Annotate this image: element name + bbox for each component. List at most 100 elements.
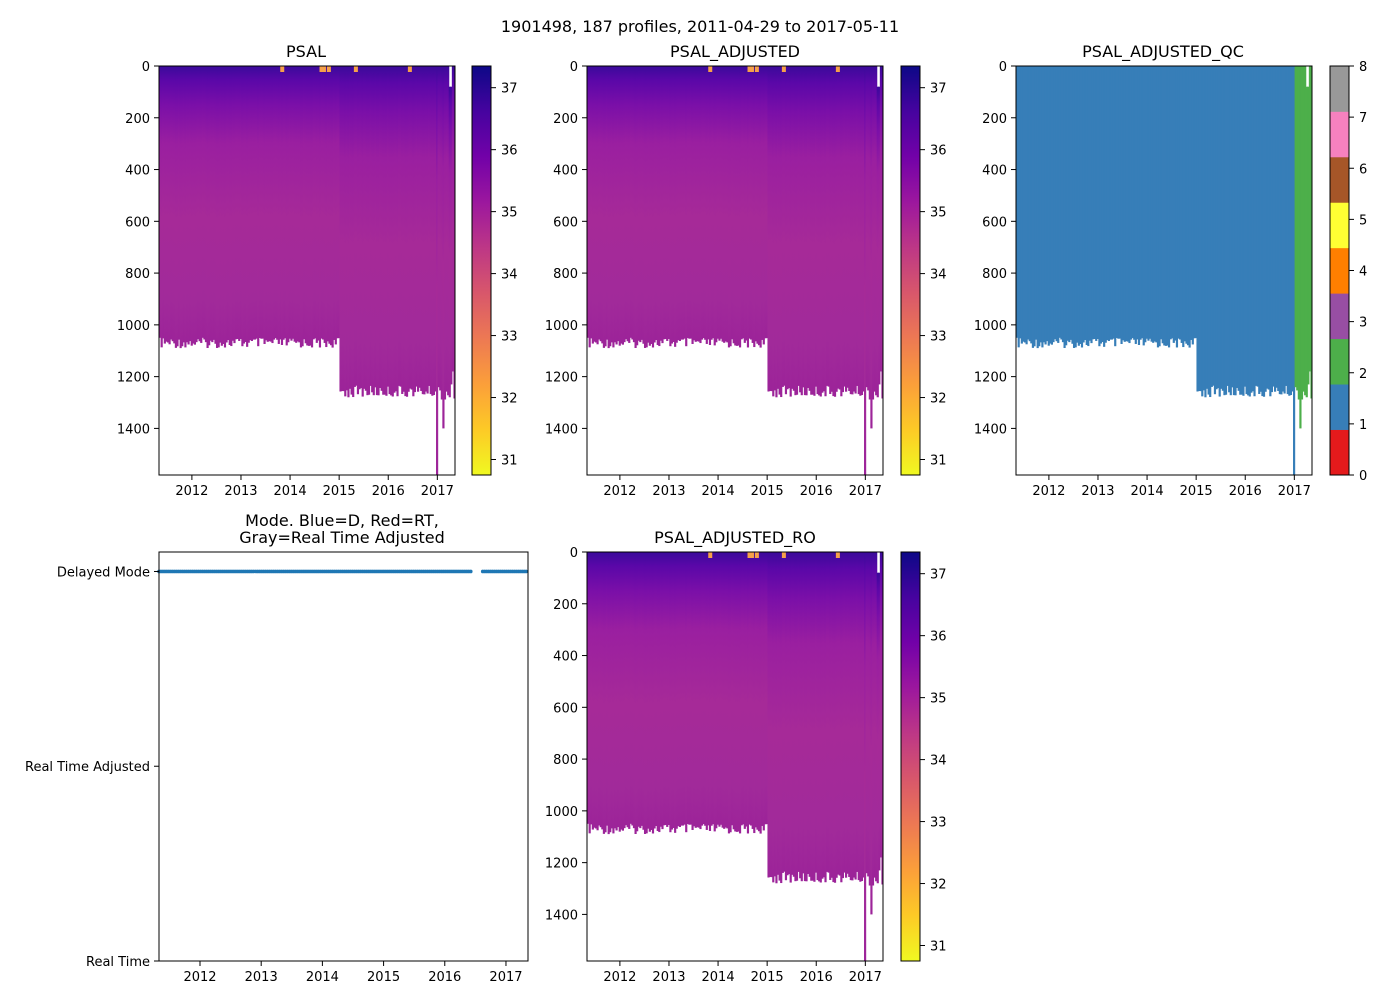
y-tick-label: 1400 bbox=[117, 422, 150, 437]
profile-column bbox=[751, 552, 754, 829]
profile-column bbox=[236, 66, 239, 339]
profile-column bbox=[631, 552, 634, 826]
y-tick-label: 1000 bbox=[545, 319, 578, 334]
profile-column bbox=[822, 66, 826, 392]
profile-column bbox=[393, 66, 396, 393]
profile-column bbox=[1255, 66, 1258, 386]
x-tick-label: 2013 bbox=[245, 970, 278, 985]
profile-column bbox=[1057, 66, 1060, 343]
profile-column bbox=[431, 66, 434, 396]
axes-frame bbox=[158, 65, 456, 476]
profile-column bbox=[881, 552, 883, 885]
profile-column bbox=[672, 552, 675, 828]
profile-column bbox=[773, 552, 776, 877]
profile-column bbox=[664, 552, 667, 825]
surface-patch bbox=[708, 552, 713, 558]
profile-column bbox=[587, 66, 590, 338]
profile-column bbox=[432, 66, 436, 396]
profile-column bbox=[222, 66, 225, 344]
profile-column bbox=[1286, 66, 1289, 395]
profile-column bbox=[612, 552, 615, 834]
profile-column bbox=[708, 66, 712, 345]
profile-column bbox=[288, 66, 291, 339]
profile-column bbox=[1242, 66, 1245, 396]
x-tick-label: 2013 bbox=[652, 484, 685, 499]
profile-column bbox=[810, 552, 813, 881]
profile-column bbox=[328, 66, 331, 344]
profile-column bbox=[1095, 66, 1098, 341]
profile-column bbox=[1126, 66, 1129, 342]
profile-column bbox=[807, 552, 810, 874]
profile-column bbox=[830, 552, 833, 878]
profile-column bbox=[807, 66, 810, 388]
profile-column bbox=[824, 66, 827, 397]
profile-column bbox=[757, 66, 761, 346]
profile-column bbox=[704, 552, 707, 826]
colorbar-tick-label: 4 bbox=[1359, 265, 1367, 280]
profile-column bbox=[811, 66, 814, 395]
psal-adjusted-qc-colorbar: 0 1 2 3 4 5 6 7 8 bbox=[1329, 60, 1367, 484]
psal-adjusted-qc-panel: PSAL_ADJUSTED_QC 2012 2013 2014 2015 2016 201… bbox=[974, 42, 1367, 499]
x-tick-label: 2012 bbox=[175, 484, 208, 499]
surface-patch bbox=[407, 66, 412, 72]
profile-column bbox=[291, 66, 295, 339]
profile-column bbox=[1289, 66, 1293, 396]
y-tick-label: 800 bbox=[553, 753, 578, 768]
profile-column bbox=[835, 66, 838, 392]
profile-column bbox=[442, 66, 445, 429]
colorbar-tick-label: 2 bbox=[1359, 367, 1367, 382]
profile-column bbox=[260, 66, 263, 339]
x-tick-label: 2012 bbox=[1032, 484, 1065, 499]
x-tick-label: 2012 bbox=[603, 484, 636, 499]
profile-column bbox=[190, 66, 193, 346]
profile-column bbox=[1114, 66, 1117, 347]
profile-column bbox=[1046, 66, 1049, 342]
profile-column bbox=[634, 552, 637, 834]
profile-column bbox=[615, 552, 618, 831]
profile-column bbox=[718, 552, 721, 827]
profile-column bbox=[1106, 66, 1109, 341]
profile-column bbox=[1237, 66, 1240, 391]
profile-column bbox=[713, 66, 716, 346]
profile-column bbox=[1039, 66, 1042, 343]
profile-column bbox=[778, 66, 781, 395]
profile-column bbox=[252, 66, 255, 340]
profile-column bbox=[415, 66, 418, 387]
profile-column bbox=[857, 552, 860, 881]
profile-column bbox=[689, 66, 693, 339]
psal-plot-area: 2012 2013 2014 2015 2016 2017 0 200 400 600 800 100… bbox=[117, 60, 456, 499]
profile-column bbox=[642, 66, 645, 344]
profile-column bbox=[282, 66, 285, 340]
profile-column bbox=[280, 66, 284, 345]
profile-column bbox=[187, 66, 190, 345]
profile-column bbox=[269, 66, 272, 342]
profile-column bbox=[719, 66, 723, 339]
profile-column bbox=[1128, 66, 1131, 344]
profile-column bbox=[628, 552, 631, 829]
profile-column bbox=[610, 552, 613, 829]
colorbar-tick-label: 31 bbox=[930, 940, 947, 955]
profile-column bbox=[791, 66, 794, 389]
profile-column bbox=[845, 66, 848, 392]
y-tick-label: 0 bbox=[999, 60, 1007, 75]
y-tick-label: 1200 bbox=[117, 371, 150, 386]
profile-column bbox=[856, 552, 859, 872]
profile-column bbox=[312, 66, 315, 340]
profile-column bbox=[669, 552, 672, 833]
psal-title: PSAL bbox=[286, 42, 326, 61]
profile-column bbox=[792, 66, 795, 391]
profile-column bbox=[794, 552, 797, 882]
profile-column bbox=[867, 66, 870, 391]
profile-column bbox=[862, 552, 865, 878]
heatmap-cells bbox=[1016, 66, 1312, 475]
profile-column bbox=[1226, 66, 1229, 386]
profile-column bbox=[1155, 66, 1158, 343]
heatmap-cells bbox=[587, 552, 883, 961]
profile-column bbox=[770, 552, 773, 878]
profile-column bbox=[333, 66, 336, 340]
colorbar-tick-label: 32 bbox=[501, 392, 518, 407]
colorbar-tick-label: 1 bbox=[1359, 418, 1367, 433]
profile-column bbox=[753, 66, 756, 348]
profile-column bbox=[734, 66, 737, 346]
profile-column bbox=[1084, 66, 1087, 341]
